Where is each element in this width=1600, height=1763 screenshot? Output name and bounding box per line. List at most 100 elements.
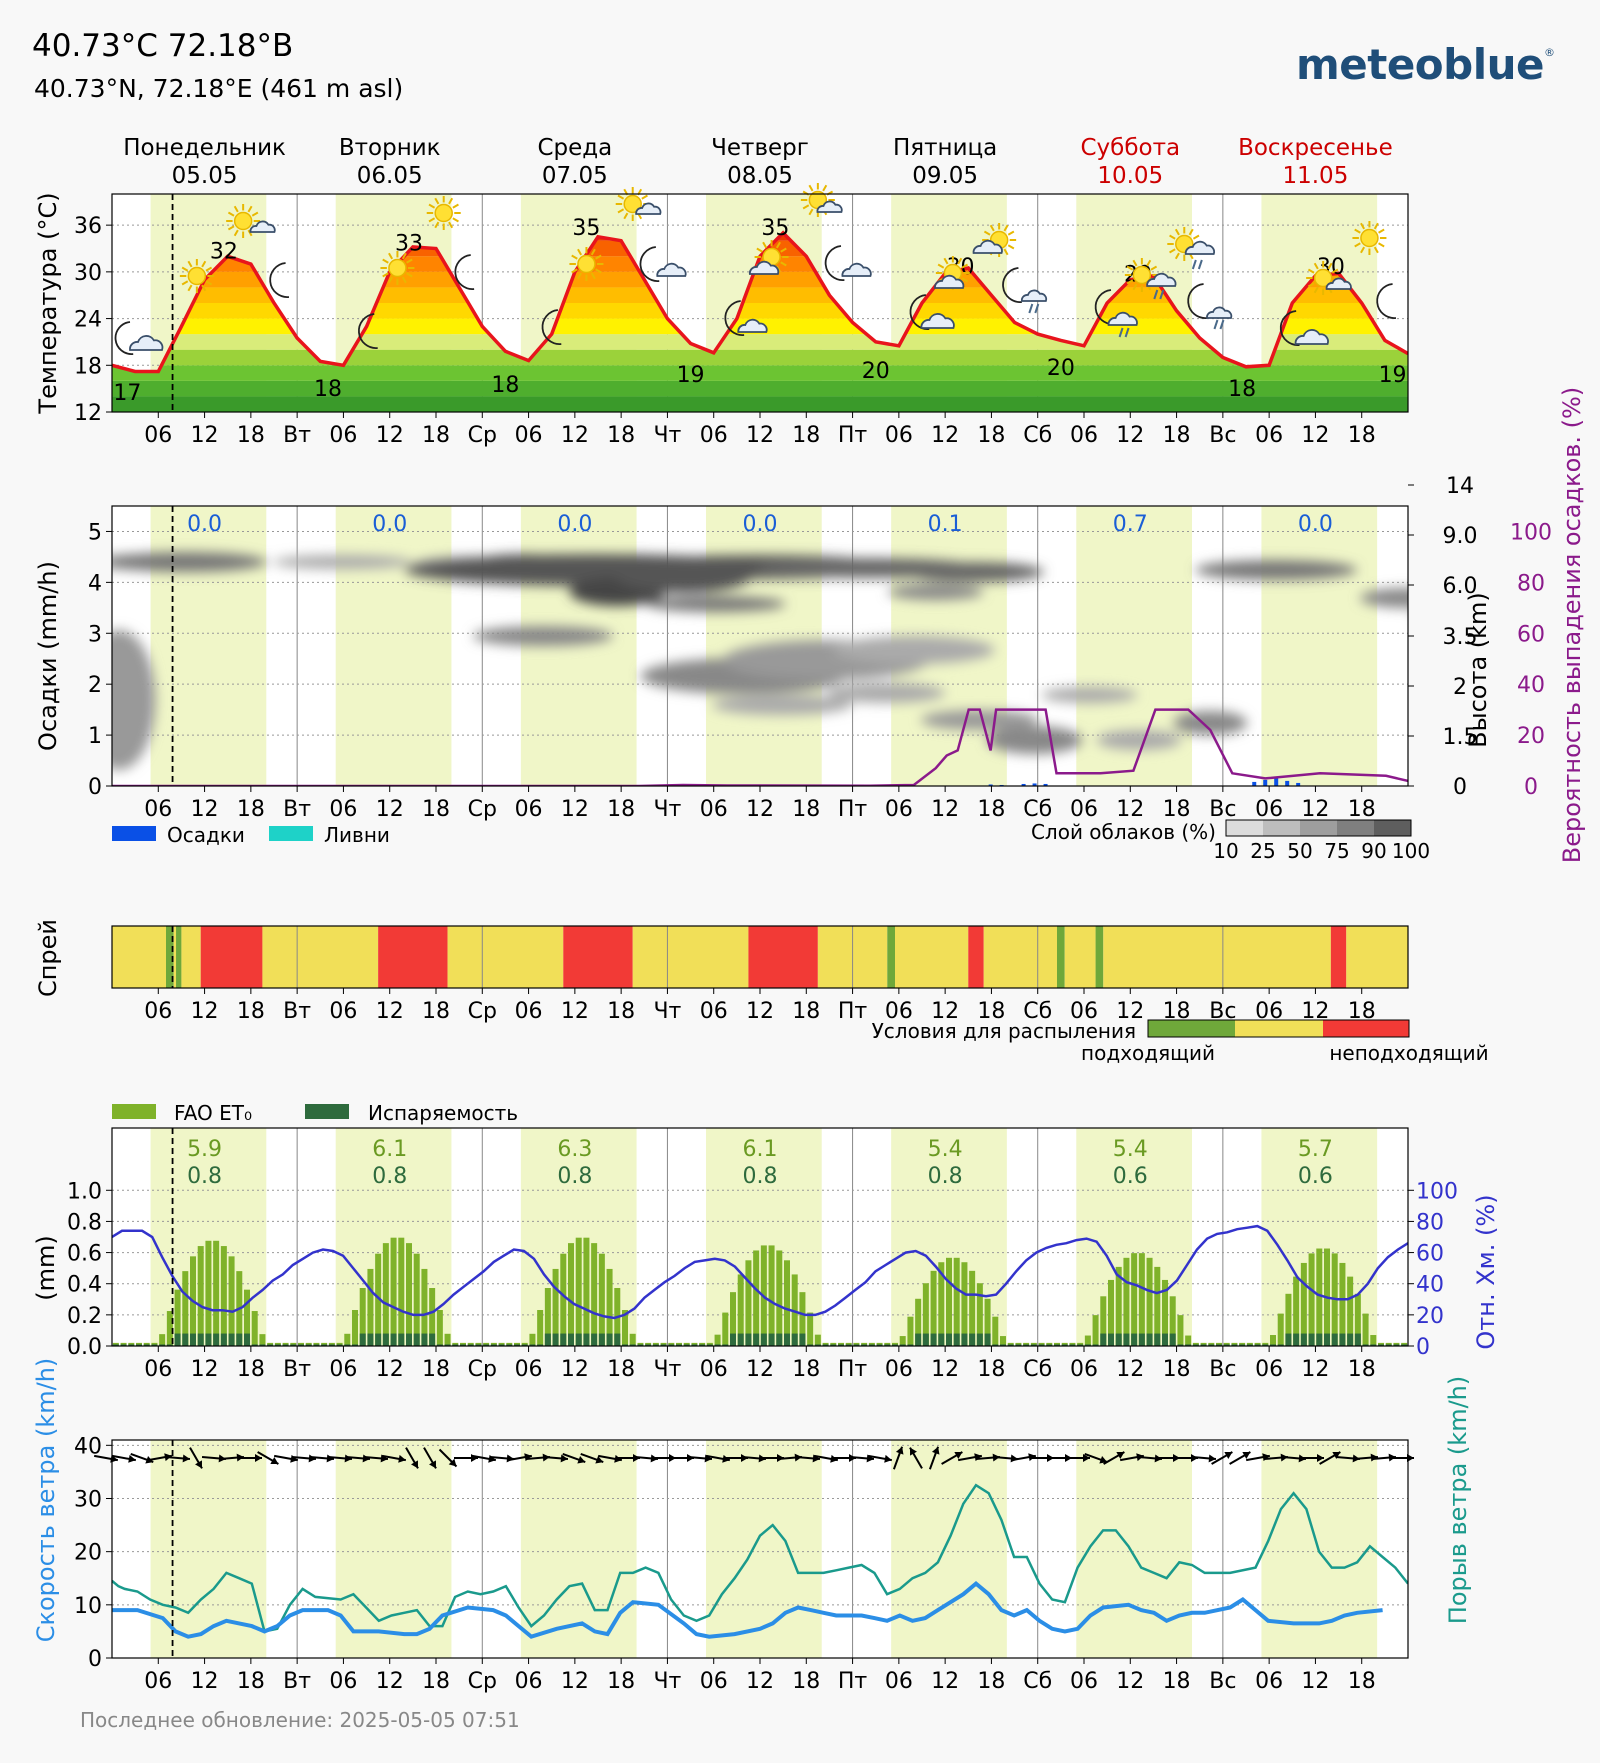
hour-tick-label: 06 (1255, 1669, 1283, 1694)
sun-disc (577, 254, 596, 274)
temperature-max-label: 33 (395, 232, 423, 257)
et0-bar (1131, 1253, 1138, 1346)
height-tick-label: 6.0 (1443, 574, 1478, 599)
hour-tick-label: 06 (1070, 1357, 1098, 1382)
wind-arrow-head (931, 1446, 940, 1455)
evaporation-bar (560, 1333, 567, 1346)
evaporation-bar (922, 1333, 929, 1346)
y-tick-label: 30 (74, 261, 102, 286)
cloud-shape (1325, 277, 1352, 290)
rain-drop-icon (1118, 327, 1124, 338)
hour-tick-label: 18 (792, 1669, 820, 1694)
et0-bar (984, 1298, 991, 1346)
spray-segment (1064, 926, 1096, 988)
day-date: 05.05 (172, 163, 238, 189)
hour-tick-label: 18 (422, 797, 450, 822)
cloud-blob (986, 726, 1083, 754)
evaporation-bar (722, 1344, 729, 1346)
hour-tick-label: 18 (977, 1357, 1005, 1382)
cloud-blob (832, 636, 995, 664)
et0-bar (552, 1268, 559, 1346)
cloud-icon (748, 260, 780, 275)
et0-bar (174, 1289, 181, 1346)
day-date: 06.05 (357, 163, 423, 189)
wind-arrow-icon (928, 1446, 940, 1470)
sun-ray (617, 208, 625, 214)
hour-tick-label: 06 (515, 423, 543, 448)
evaporation-bar (961, 1333, 968, 1346)
wind-arrow-head (884, 1454, 892, 1463)
hour-tick-label: 18 (1348, 423, 1376, 448)
evaporation-bar (336, 1344, 343, 1346)
day-date: 09.05 (912, 163, 978, 189)
hour-tick-label: 06 (700, 999, 728, 1024)
sun-ray (641, 194, 648, 200)
day-abbr-label: Вс (1209, 797, 1236, 822)
et0-bar (1300, 1262, 1307, 1346)
evaporation-bar (845, 1344, 852, 1346)
evaporation-bar (1354, 1333, 1361, 1346)
cloud-legend-label: 10 (1213, 839, 1238, 863)
axis-label: Спрей (34, 919, 62, 997)
evaporation-bar (598, 1333, 605, 1346)
evaporation-legend-swatch (305, 1104, 349, 1119)
cloud-icon (1206, 306, 1233, 319)
sun-disc (1360, 228, 1379, 248)
hour-tick-label: 18 (607, 797, 635, 822)
y-tick-label: 0.8 (67, 1210, 102, 1235)
sun-ray (1354, 228, 1361, 234)
evaporation-bar (182, 1333, 189, 1346)
evaporation-bar (1100, 1333, 1107, 1346)
evaporation-bar (483, 1344, 490, 1346)
et0-bar (1115, 1266, 1122, 1346)
day-date: 07.05 (542, 163, 608, 189)
hour-tick-label: 06 (329, 797, 357, 822)
sun-ray (1174, 228, 1180, 236)
et0-bar (1285, 1293, 1292, 1346)
day-abbr-label: Сб (1023, 797, 1052, 822)
et0-bar (197, 1246, 204, 1346)
sun-disc (1132, 265, 1152, 285)
height-tick-label: 14 (1446, 474, 1474, 499)
day-abbr-label: Сб (1023, 999, 1052, 1024)
evaporation-bar (1324, 1333, 1330, 1346)
et0-bar (946, 1257, 952, 1346)
wind-arrow-icon (892, 1446, 904, 1470)
sun-ray (1132, 259, 1138, 267)
day-abbr-label: Вт (283, 423, 311, 448)
evaporation-bar (1285, 1333, 1292, 1346)
et0-bar (622, 1309, 628, 1346)
sun-disc (187, 266, 207, 286)
daily-evaporation-total: 0.8 (557, 1164, 592, 1189)
evaporation-bar (791, 1333, 798, 1346)
et0-bar (529, 1333, 536, 1346)
hour-tick-label: 12 (376, 1669, 404, 1694)
et0-bar (1339, 1262, 1346, 1346)
evaporation-bar (1108, 1333, 1114, 1346)
hour-tick-label: 12 (561, 1357, 589, 1382)
et0-bar (591, 1243, 598, 1346)
sun-ray (1007, 230, 1015, 236)
evaporation-bar (1046, 1344, 1053, 1346)
evaporation-bar (1038, 1344, 1045, 1346)
rain-drop-icon (1191, 259, 1197, 270)
cloud-shape (129, 335, 164, 351)
evaporation-bar (730, 1333, 736, 1346)
et0-bar (938, 1262, 945, 1346)
evaporation-bar (637, 1344, 644, 1346)
evaporation-bar (591, 1333, 598, 1346)
spray-segment (173, 926, 177, 988)
brand-logo[interactable]: meteoblue® (1296, 40, 1555, 89)
sun-ray (595, 268, 602, 274)
et0-bar (745, 1260, 752, 1346)
temperature-band (112, 349, 1408, 366)
et0-bar (791, 1274, 798, 1346)
day-abbr-label: Сб (1023, 423, 1052, 448)
evaporation-bar (1331, 1333, 1338, 1346)
et0-bar (737, 1274, 744, 1346)
day-abbr-label: Пт (838, 999, 868, 1024)
sun-ray (1169, 234, 1176, 240)
cloud-shape (816, 200, 843, 213)
et0-bar (429, 1288, 436, 1346)
